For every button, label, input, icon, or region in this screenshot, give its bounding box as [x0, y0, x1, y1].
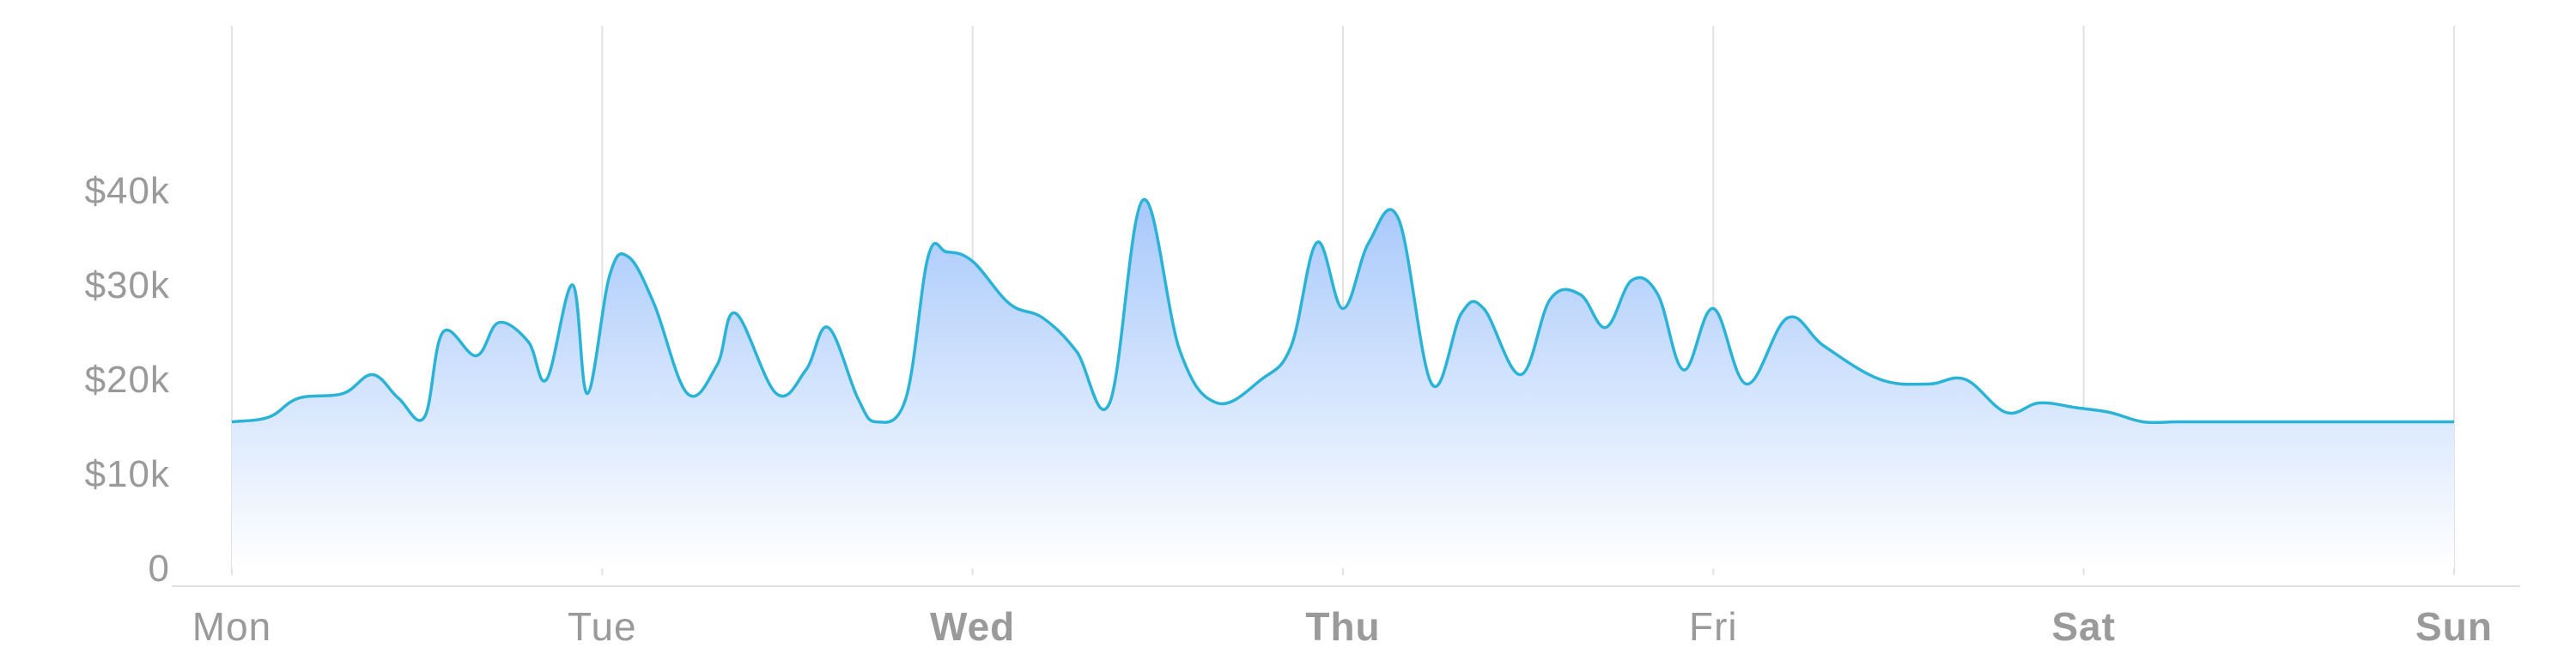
y-tick-label: $30k [85, 264, 170, 306]
x-tick-label-sat: Sat [2051, 604, 2116, 649]
area-series [231, 198, 2454, 568]
y-tick-label: 0 [149, 548, 170, 590]
y-tick-label: $20k [85, 359, 170, 401]
x-tick-label-fri: Fri [1689, 604, 1738, 649]
area-fill [232, 199, 2454, 568]
x-tick-label-thu: Thu [1305, 604, 1380, 649]
x-tick-label-wed: Wed [930, 604, 1015, 649]
y-tick-label: $10k [85, 453, 170, 495]
x-axis-tick-labels: Mon Tue Wed Thu Fri Sat Sun [192, 604, 2493, 649]
series-line [231, 198, 2454, 425]
y-tick-label: $40k [85, 170, 170, 212]
x-tick-label-sun: Sun [2415, 604, 2493, 649]
y-axis-tick-labels: 0 $10k $20k $30k $40k [85, 170, 170, 590]
x-tick-label-mon: Mon [192, 604, 271, 649]
x-tick-label-tue: Tue [568, 604, 637, 649]
